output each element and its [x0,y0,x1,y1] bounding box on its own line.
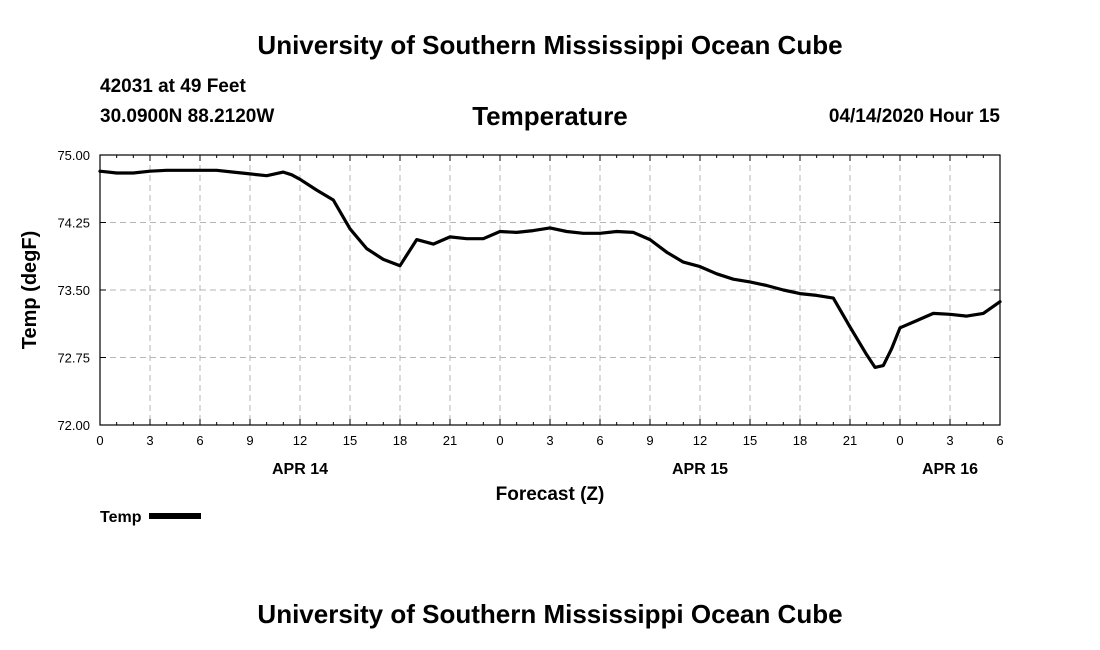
x-tick-label: 3 [946,433,953,448]
legend-line-swatch [149,512,202,519]
x-tick-label: 12 [293,433,307,448]
chart-title: Temperature [472,101,628,131]
coordinates-label: 30.0900N 88.2120W [100,106,275,127]
day-label: APR 15 [672,461,728,478]
x-tick-label: 6 [596,433,603,448]
day-label: APR 16 [922,461,978,478]
temp-series-line [98,168,1002,369]
x-tick-label: 6 [996,433,1003,448]
y-tick-label: 72.00 [57,418,90,433]
legend-label: Temp [100,509,142,526]
x-tick-label: 0 [96,433,103,448]
x-tick-label: 0 [496,433,503,448]
axis-ticks: 0 3 6 9 12 15 18 21 0 3 6 9 12 15 18 21 0 3 6 72.00 72.75 73.… [57,148,1003,478]
y-tick-label: 73.50 [57,283,90,298]
x-tick-label: 15 [743,433,757,448]
x-tick-label: 0 [896,433,903,448]
legend: Temp [100,509,202,527]
grid-lines [100,155,1000,425]
x-tick-label: 9 [246,433,253,448]
x-axis-label: Forecast (Z) [496,484,605,505]
x-tick-label: 3 [146,433,153,448]
series-layer [98,168,1002,369]
x-tick-label: 15 [343,433,357,448]
x-tick-label: 21 [843,433,857,448]
x-tick-label: 3 [546,433,553,448]
day-label: APR 14 [272,461,328,478]
datetime-label: 04/14/2020 Hour 15 [828,106,1000,127]
top-title: University of Southern Mississippi Ocean… [257,30,843,60]
x-tick-label: 18 [393,433,407,448]
x-tick-label: 6 [196,433,203,448]
y-axis-label: Temp (degF) [19,231,41,350]
y-tick-label: 75.00 [57,148,90,163]
bottom-title: University of Southern Mississippi Ocean… [257,599,843,629]
x-tick-label: 12 [693,433,707,448]
y-tick-label: 72.75 [57,351,90,366]
station-label: 42031 at 49 Feet [100,76,246,97]
x-tick-label: 9 [646,433,653,448]
y-tick-label: 74.25 [57,216,90,231]
x-tick-label: 21 [443,433,457,448]
x-tick-label: 18 [793,433,807,448]
